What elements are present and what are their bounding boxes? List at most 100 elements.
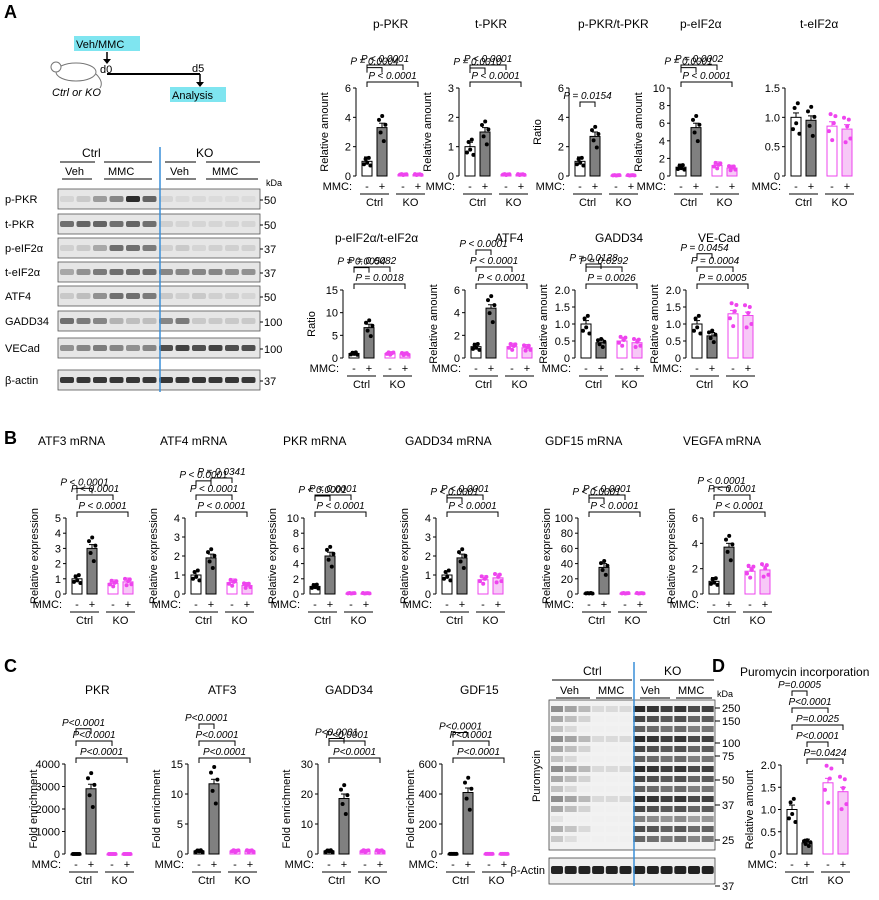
y-tick-label: 1.0 — [666, 319, 681, 331]
blot-band — [578, 796, 591, 802]
ko-header: KO — [196, 146, 213, 160]
blot-band — [633, 816, 646, 822]
blot-band — [605, 866, 618, 874]
data-point — [339, 787, 343, 792]
data-point — [90, 805, 95, 810]
bar — [485, 307, 497, 359]
blot-band — [192, 377, 206, 383]
group-label-ko: KO — [625, 615, 641, 627]
mmc-label: MMC: — [536, 181, 565, 193]
ctrl-header: Ctrl — [583, 664, 602, 678]
blot-band — [225, 221, 239, 227]
blot-band — [564, 866, 577, 874]
data-point — [445, 574, 450, 579]
y-tick-label: 10 — [653, 83, 665, 95]
blot-band — [701, 786, 714, 792]
data-point — [841, 785, 846, 790]
data-point — [92, 782, 97, 787]
blot-band — [619, 726, 632, 732]
y-tick-label: 0 — [425, 589, 431, 601]
data-point — [693, 316, 698, 321]
blot-band — [605, 706, 618, 712]
blot-band — [93, 269, 107, 275]
significance-bracket — [696, 253, 713, 259]
y-tick-label: 10 — [287, 513, 299, 525]
y-tick-label: 1.5 — [666, 302, 681, 314]
puromycin-blot — [548, 699, 716, 851]
data-point — [331, 551, 336, 556]
significance-bracket — [328, 740, 366, 746]
blot-band — [592, 826, 605, 832]
chart-title: VEGFA mRNA — [683, 434, 761, 448]
blot-band — [646, 706, 659, 712]
y-tick-label: 4 — [293, 559, 299, 571]
chart-title: ATF4 — [495, 231, 524, 245]
data-point — [466, 139, 471, 144]
blot-band — [701, 816, 714, 822]
data-point — [600, 344, 605, 349]
blot-band — [674, 726, 687, 732]
blot-band — [619, 826, 632, 832]
significance-bracket — [366, 67, 383, 73]
data-point — [727, 164, 731, 169]
y-tick-label: 4000 — [36, 759, 60, 771]
blot-band — [688, 746, 700, 752]
blot-band — [605, 796, 618, 802]
blot-row-label: t-eIF2α — [5, 267, 41, 279]
data-point — [487, 311, 492, 316]
blot-band — [646, 826, 659, 832]
p-value: P=0.0424 — [803, 748, 847, 759]
y-axis-label: Relative expression — [541, 508, 553, 604]
significance-bracket — [791, 724, 844, 730]
data-point — [481, 134, 486, 139]
group-label-ctrl: Ctrl — [696, 379, 713, 391]
group-label-ctrl: Ctrl — [579, 197, 596, 209]
p-value: P < 0.0001 — [179, 470, 227, 481]
chart-title: GDF15 — [460, 683, 499, 697]
blot-band — [688, 806, 700, 812]
data-point — [475, 341, 480, 346]
p-value: P < 0.0001 — [430, 487, 478, 498]
significance-bracket — [475, 266, 513, 272]
mouse-ear — [50, 61, 62, 73]
y-tick-label: 6 — [345, 83, 351, 95]
blot-band — [192, 293, 206, 299]
blot-band — [646, 796, 659, 802]
x-tick-label: + — [415, 181, 421, 193]
data-point — [713, 332, 718, 337]
data-point — [458, 559, 463, 564]
group-label-ko: KO — [483, 615, 499, 627]
blot-band — [592, 766, 605, 772]
x-tick-label: + — [628, 181, 634, 193]
data-point — [582, 316, 587, 321]
data-point — [340, 802, 345, 807]
blot-band — [241, 345, 256, 351]
y-tick-label: 1 — [55, 574, 61, 586]
y-tick-label: 4 — [425, 513, 431, 525]
mmc-header: MMC — [108, 166, 134, 178]
chart-title: PKR mRNA — [283, 434, 346, 448]
mw-marker: 25 — [722, 835, 734, 847]
data-point — [76, 573, 81, 578]
x-tick-label: + — [366, 363, 372, 375]
bar — [462, 792, 474, 855]
blot-band — [208, 245, 223, 251]
mmc-label: MMC: — [432, 363, 461, 375]
data-point — [806, 109, 810, 114]
blot-band — [551, 806, 563, 812]
y-axis-label: Relative amount — [538, 284, 550, 364]
significance-bracket — [75, 728, 92, 734]
data-point — [446, 568, 451, 573]
significance-bracket — [328, 757, 381, 763]
x-tick-label: + — [518, 181, 524, 193]
data-point — [507, 172, 512, 177]
data-point — [368, 163, 373, 168]
significance-bracket — [452, 757, 505, 763]
group-label-ko: KO — [351, 615, 367, 627]
significance-bracket — [579, 101, 596, 107]
veh-header: Veh — [65, 166, 84, 178]
chart-title: p-eIF2α — [680, 17, 722, 31]
mmc-label: MMC: — [155, 859, 184, 871]
significance-bracket — [475, 249, 492, 255]
